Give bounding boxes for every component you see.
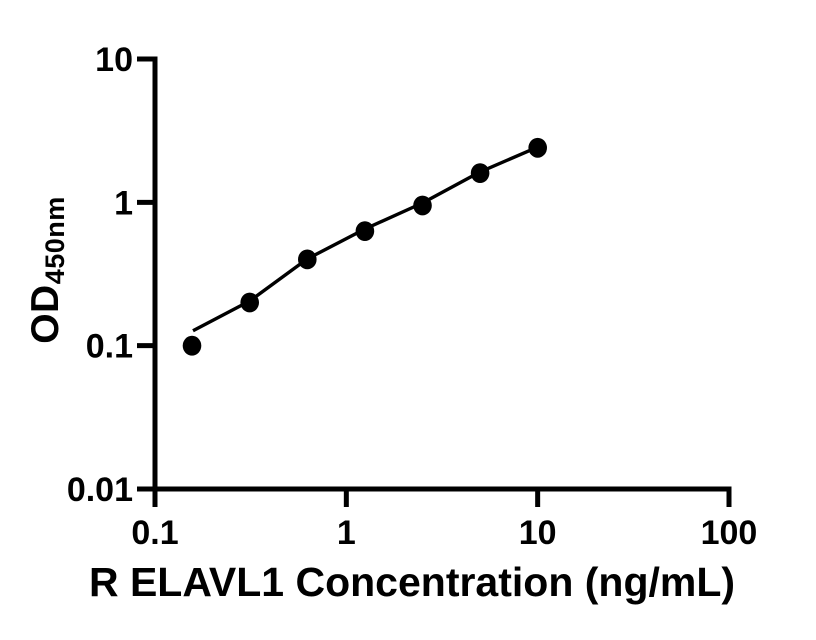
y-tick-label: 10 [95, 41, 133, 79]
points-group [182, 137, 547, 356]
x-tick-label: 100 [701, 514, 758, 552]
data-point [298, 249, 317, 270]
data-point [182, 335, 202, 356]
y-tick-label: 0.01 [67, 471, 133, 509]
y-tick-label: 1 [114, 184, 133, 222]
y-axis-title: OD 450nm [24, 183, 70, 357]
axes-group [137, 56, 732, 507]
x-tick-label: 1 [337, 514, 356, 552]
data-point [355, 221, 375, 242]
x-tick-label: 10 [519, 514, 557, 552]
tick-labels-group: 0.01 0.1 1 10 0.1 1 10 100 [67, 41, 758, 552]
y-axis-title-sub: 450nm [40, 196, 70, 285]
data-point [240, 292, 259, 313]
x-tick-label: 0.1 [131, 514, 178, 552]
y-axis-title-main: OD [24, 284, 67, 344]
x-axis-title: R ELAVL1 Concentration (ng/mL) [89, 559, 735, 605]
data-point [413, 195, 432, 216]
data-point [528, 137, 547, 158]
y-tick-label: 0.1 [86, 328, 133, 366]
data-point [470, 163, 490, 184]
